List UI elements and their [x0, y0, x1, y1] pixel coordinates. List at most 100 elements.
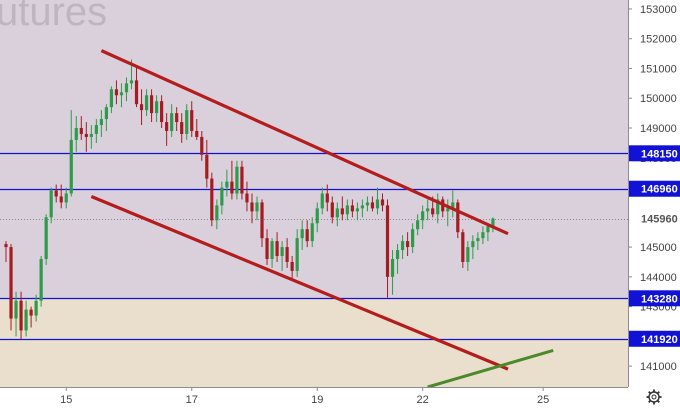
price-axis-background[interactable]	[628, 0, 680, 408]
candle-body	[310, 223, 314, 242]
candle	[14, 291, 18, 337]
support-green-line	[427, 348, 554, 389]
level-label-box	[629, 210, 680, 227]
candle	[270, 238, 274, 268]
candle-body	[260, 202, 264, 239]
candle-body	[160, 101, 164, 123]
candle	[426, 199, 430, 221]
candle-body	[461, 232, 465, 262]
candle	[476, 232, 480, 251]
time-axis-background[interactable]	[0, 387, 628, 408]
candle-body	[431, 208, 435, 215]
candle	[320, 187, 324, 215]
candle	[165, 113, 169, 146]
candle-body	[315, 208, 319, 224]
candle	[99, 110, 103, 137]
candle-body	[240, 166, 244, 194]
candle-body	[4, 244, 8, 248]
candle-body	[190, 110, 194, 131]
candle	[395, 244, 400, 274]
candle-body	[486, 226, 490, 233]
candle	[416, 214, 420, 236]
candle-body	[280, 247, 284, 257]
candle	[285, 238, 289, 268]
candle-body	[114, 89, 119, 96]
candle-body	[365, 202, 370, 206]
level-label: 141920	[629, 330, 680, 347]
candle	[64, 187, 68, 209]
candle	[340, 196, 344, 221]
level-label-box	[629, 180, 680, 197]
candle	[114, 80, 119, 105]
candle	[205, 139, 209, 188]
candle-body	[200, 136, 204, 155]
candle	[175, 107, 179, 131]
candle-body	[129, 80, 134, 84]
candle	[390, 250, 395, 295]
time-tick-label: 22	[417, 394, 429, 406]
candle	[345, 199, 349, 221]
watermark: utures	[0, 0, 107, 34]
candle-body	[119, 92, 124, 96]
candle-body	[466, 247, 470, 262]
candle	[69, 110, 73, 197]
candle-body	[134, 80, 139, 105]
candle-body	[411, 229, 415, 248]
candle-body	[74, 128, 78, 140]
level-label-text: 141920	[641, 334, 678, 346]
candle-body	[245, 193, 249, 203]
candle-body	[320, 193, 324, 209]
candle-body	[250, 202, 254, 212]
candle-body	[94, 125, 98, 134]
candle	[155, 95, 159, 123]
time-tick-label: 17	[186, 394, 198, 406]
candle	[79, 116, 83, 140]
candle	[255, 196, 259, 221]
candle-body	[215, 205, 219, 221]
level-label: 146960	[629, 180, 680, 197]
candle-body	[375, 199, 380, 209]
candle-body	[325, 193, 329, 203]
candle-body	[456, 202, 460, 233]
candle-body	[481, 232, 485, 239]
candle-body	[39, 258, 43, 301]
candle-body	[406, 241, 410, 248]
candle-body	[345, 205, 349, 215]
candle	[335, 202, 339, 227]
candle-body	[270, 241, 274, 259]
candle-body	[89, 133, 93, 137]
candle-body	[255, 202, 259, 212]
candle-body	[225, 181, 229, 188]
candle	[330, 196, 334, 224]
candle	[230, 160, 234, 200]
candle	[295, 229, 299, 277]
candle	[160, 95, 164, 129]
candle-body	[305, 229, 309, 242]
candle	[109, 86, 114, 114]
candle-body	[139, 104, 144, 111]
candle-body	[99, 119, 103, 126]
candle-body	[109, 89, 114, 108]
candle	[240, 160, 244, 200]
candle	[355, 202, 359, 221]
candle-body	[395, 250, 400, 259]
candle-body	[175, 113, 179, 123]
candle	[34, 294, 38, 322]
candle	[84, 122, 88, 152]
candle	[370, 196, 375, 212]
candle-body	[14, 300, 18, 319]
level-label: 145960	[629, 210, 680, 227]
candle-body	[180, 122, 184, 134]
candle-body	[54, 190, 58, 197]
level-lines	[0, 152, 628, 341]
candle	[39, 256, 43, 307]
candle	[325, 184, 329, 212]
candle	[210, 172, 214, 227]
candle	[235, 160, 239, 200]
gear-icon[interactable]	[646, 389, 662, 405]
candle	[29, 306, 33, 328]
gear-hub	[651, 394, 657, 400]
candle-body	[64, 193, 68, 203]
